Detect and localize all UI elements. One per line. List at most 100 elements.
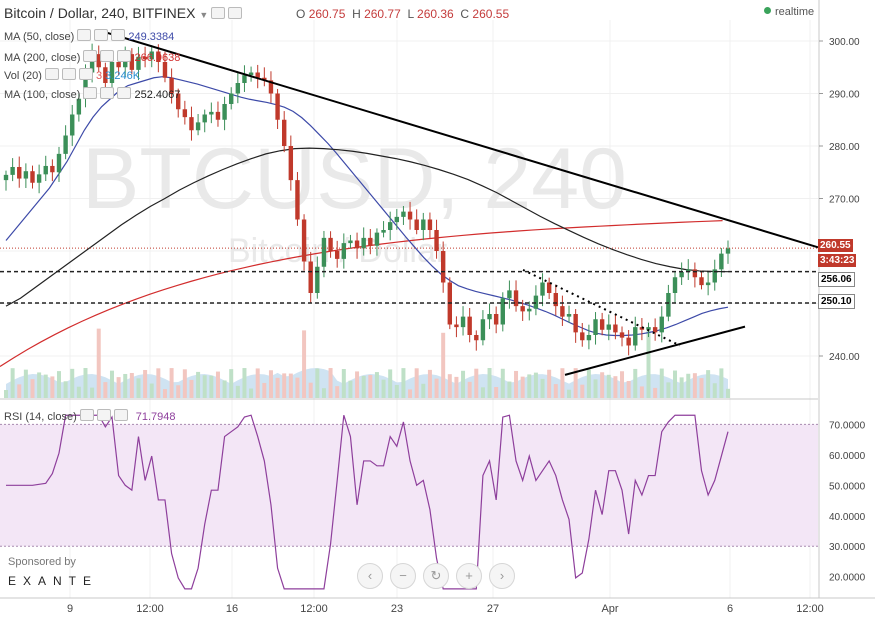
- candlestick: [149, 45, 154, 68]
- candlestick: [162, 51, 168, 83]
- rsi-band: [0, 424, 818, 547]
- close-icon[interactable]: [113, 409, 128, 421]
- candle-body: [633, 327, 638, 346]
- candlestick: [480, 310, 486, 346]
- volume-bar: [580, 384, 585, 398]
- minus-icon[interactable]: −: [390, 563, 416, 589]
- volume-bar: [533, 372, 538, 398]
- volume-bar: [507, 381, 512, 398]
- volume-bar: [712, 383, 717, 398]
- symbol-title[interactable]: Bitcoin / Dollar, 240, BITFINEX ▼: [4, 5, 243, 21]
- candle-body: [520, 306, 525, 312]
- visibility-icon[interactable]: [83, 50, 98, 62]
- candle-body: [427, 219, 433, 230]
- volume-bar: [143, 369, 148, 398]
- candlestick: [652, 318, 658, 341]
- dropdown-icon[interactable]: ▼: [199, 10, 209, 20]
- volume-bar: [706, 370, 711, 398]
- volume-bar: [4, 390, 8, 398]
- candlestick: [36, 164, 42, 194]
- candle-body: [348, 240, 353, 244]
- candle-body: [566, 314, 572, 317]
- close-icon[interactable]: [117, 50, 132, 62]
- volume-bar: [129, 372, 134, 398]
- volume-bar: [123, 373, 128, 398]
- candlestick: [613, 314, 618, 340]
- price-label-250: 250.10: [818, 294, 855, 309]
- candlestick: [176, 88, 181, 118]
- ma50-line: [5, 76, 729, 337]
- settings-icon[interactable]: [228, 7, 243, 19]
- candlestick: [427, 212, 433, 239]
- candle-body: [440, 251, 446, 283]
- close-icon[interactable]: [78, 68, 93, 80]
- volume-bar: [520, 376, 525, 398]
- candlestick: [295, 172, 300, 226]
- candle-body: [401, 211, 406, 217]
- candlestick: [414, 209, 419, 235]
- visibility-icon[interactable]: [211, 7, 226, 19]
- rsi-label[interactable]: RSI (14, close) 71.7948: [4, 409, 176, 423]
- visibility-icon[interactable]: [44, 68, 59, 80]
- visibility-icon[interactable]: [83, 87, 98, 99]
- candle-body: [480, 319, 486, 341]
- indicator-volume[interactable]: Vol (20) 3 3.246K: [4, 68, 141, 82]
- candle-body: [553, 293, 558, 307]
- candlestick: [215, 101, 221, 127]
- candlestick: [507, 280, 512, 309]
- settings-icon[interactable]: [100, 50, 115, 62]
- indicator-ma200[interactable]: MA (200, close) 266.9638: [4, 50, 181, 64]
- settings-icon[interactable]: [94, 29, 109, 41]
- candle-body: [368, 237, 373, 246]
- sponsor-logo[interactable]: EXANTE: [8, 574, 99, 588]
- candlestick: [633, 316, 638, 351]
- moving-average-lines: [0, 76, 729, 368]
- ma200-line: [0, 220, 723, 368]
- settings-icon[interactable]: [61, 68, 76, 80]
- indicator-ma100[interactable]: MA (100, close) 252.4067: [4, 87, 181, 101]
- candlestick: [10, 158, 15, 182]
- plus-icon[interactable]: +: [456, 563, 482, 589]
- volume-bar: [606, 374, 611, 398]
- candlestick: [474, 330, 479, 351]
- candlestick: [593, 312, 598, 345]
- chevron-right-icon[interactable]: ›: [489, 563, 515, 589]
- volume-bar: [408, 389, 413, 398]
- candlestick: [705, 272, 711, 296]
- volume-bar: [646, 328, 651, 398]
- close-icon[interactable]: [111, 29, 126, 41]
- candlestick: [142, 46, 148, 68]
- candle-body: [341, 243, 347, 259]
- settings-icon[interactable]: [96, 409, 111, 421]
- candle-body: [626, 337, 631, 346]
- rsi-tick-label: 40.0000: [829, 512, 866, 523]
- visibility-icon[interactable]: [79, 409, 94, 421]
- volume-bar: [116, 377, 121, 398]
- candlestick: [493, 306, 499, 334]
- candle-body: [156, 51, 161, 62]
- candle-body: [454, 324, 459, 328]
- close-icon[interactable]: [117, 87, 132, 99]
- volume-bar: [500, 368, 505, 398]
- time-tick-label: 9: [67, 603, 73, 615]
- candle-body: [89, 54, 95, 73]
- volume-bar: [215, 371, 220, 398]
- candle-body: [361, 237, 366, 249]
- reset-icon[interactable]: ↻: [423, 563, 449, 589]
- volume-bar: [467, 381, 472, 398]
- chevron-left-icon[interactable]: ‹: [357, 563, 383, 589]
- candle-body: [573, 314, 578, 333]
- candlestick: [129, 48, 135, 75]
- dotted-trendline: [522, 268, 681, 347]
- candle-body: [189, 117, 194, 131]
- candle-body: [381, 230, 386, 233]
- candlestick: [368, 228, 373, 255]
- indicator-ma50[interactable]: MA (50, close) 249.3384: [4, 29, 175, 43]
- candlestick: [434, 219, 439, 259]
- volume-bar: [83, 368, 88, 398]
- settings-icon[interactable]: [100, 87, 115, 99]
- visibility-icon[interactable]: [77, 29, 92, 41]
- candlestick: [209, 102, 214, 124]
- candle-body: [315, 266, 320, 293]
